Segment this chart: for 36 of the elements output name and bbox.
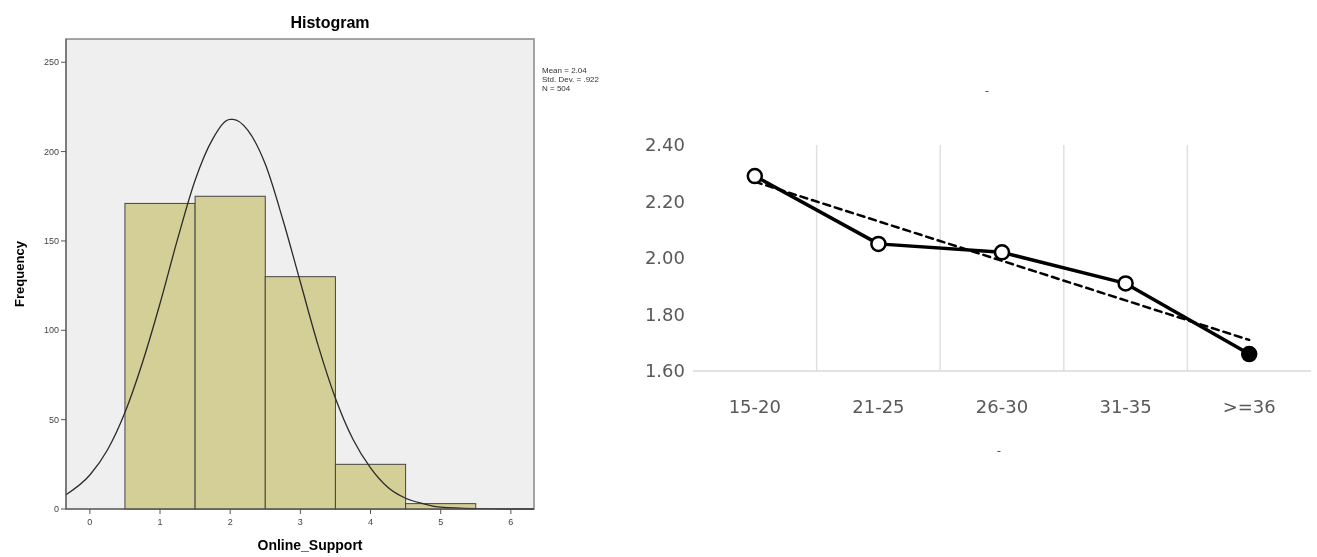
point (993, 244, 1011, 261)
point (1117, 275, 1134, 292)
y-tick-label: 1.80 (644, 303, 685, 325)
y-tick-label: 50 (48, 414, 59, 425)
y-tick-label: 1.60 (644, 360, 685, 382)
x-tick-label: 31-35 (1099, 396, 1152, 417)
point (870, 235, 887, 253)
text: N = 504 (542, 84, 571, 93)
x-tick-label: 2 (227, 517, 233, 527)
x-tick-label: 1 (157, 517, 163, 527)
x-axis-title: Online_Support (257, 537, 363, 553)
x-tick-label: 26-30 (975, 396, 1029, 417)
y-tick-label: 200 (43, 146, 59, 157)
x-tick-label: 15-20 (728, 396, 781, 417)
text: Std. Dev. = .922 (542, 75, 600, 84)
x-tick-label: 4 (368, 517, 374, 527)
chart-title: - (984, 84, 990, 98)
chart-title: Histogram (290, 14, 370, 31)
x-tick-label: 5 (438, 517, 444, 527)
y-tick-label: 150 (43, 236, 59, 247)
y-tick-label: 2.20 (644, 190, 685, 212)
x-tick-label: 21-25 (852, 396, 905, 417)
x-axis-title: - (996, 444, 1002, 458)
x-tick-label: 0 (87, 517, 93, 527)
y-tick-label: 2.00 (644, 247, 685, 269)
point (1240, 345, 1258, 363)
point (746, 167, 764, 185)
y-tick-label: 0 (53, 504, 59, 515)
x-tick-label: 3 (297, 517, 303, 527)
y-tick-label: 2.40 (644, 134, 685, 156)
x-tick-label: >=36 (1222, 396, 1276, 417)
x-tick-label: 6 (508, 517, 514, 527)
y-axis-title: Frequency (12, 240, 27, 307)
y-tick-label: 100 (43, 325, 59, 336)
text: Mean = 2.04 (542, 66, 588, 75)
y-tick-label: 250 (43, 57, 59, 68)
